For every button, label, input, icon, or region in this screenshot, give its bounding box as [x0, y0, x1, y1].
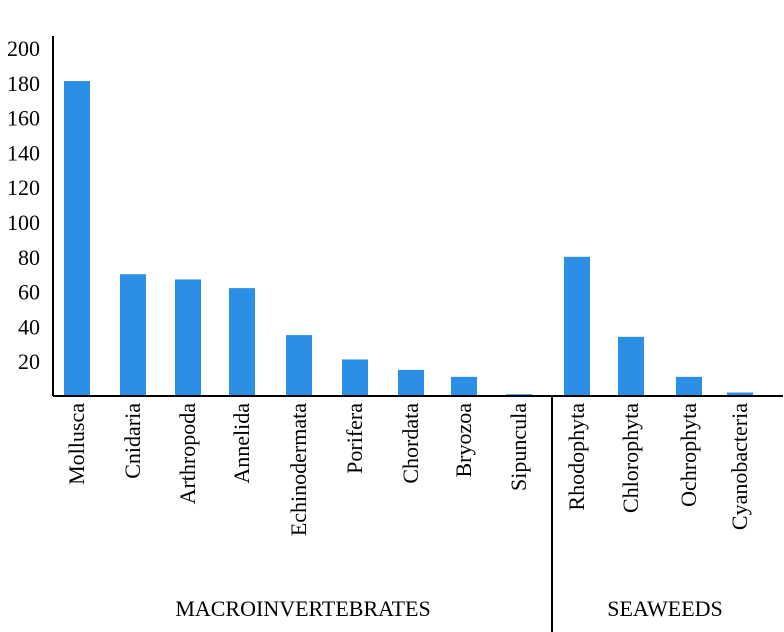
- bar-cnidaria: [120, 274, 146, 396]
- x-tick-label-mollusca: Mollusca: [64, 403, 89, 485]
- bar-cyanobacteria: [727, 392, 753, 396]
- bar-chlorophyta: [618, 336, 644, 396]
- bar-porifera: [342, 359, 368, 396]
- x-tick-label-echinodermata: Echinodermata: [286, 403, 311, 536]
- x-tick-label-cnidaria: Cnidaria: [120, 403, 145, 479]
- x-tick-label-ochrophyta: Ochrophyta: [676, 403, 701, 507]
- group-label-seaweeds: SEAWEEDS: [607, 596, 723, 621]
- x-tick-label-rhodophyta: Rhodophyta: [564, 403, 589, 511]
- x-tick-label-chordata: Chordata: [398, 403, 423, 484]
- bar-rhodophyta: [564, 256, 590, 396]
- y-tick-label: 100: [7, 210, 40, 235]
- group-label-macroinvertebrates: MACROINVERTEBRATES: [175, 596, 430, 621]
- x-tick-label-cyanobacteria: Cyanobacteria: [727, 403, 752, 530]
- y-tick-label: 80: [18, 245, 40, 270]
- y-tick-label: 120: [7, 175, 40, 200]
- x-category-labels: Mollusca Cnidaria Arthropoda Annelida Echino…: [64, 403, 752, 536]
- x-tick-label-porifera: Porifera: [342, 403, 367, 474]
- bar-ochrophyta: [676, 376, 702, 396]
- x-tick-label-arthropoda: Arthropoda: [175, 403, 200, 505]
- bar-echinodermata: [286, 335, 312, 396]
- bar-annelida: [229, 288, 255, 396]
- y-tick-labels: 20 40 60 80 100 120 140 160 180 200: [7, 36, 40, 374]
- bar-chordata: [398, 369, 424, 396]
- y-tick-label: 160: [7, 106, 40, 131]
- bar-arthropoda: [175, 279, 201, 396]
- bar-mollusca: [64, 81, 90, 396]
- y-tick-label: 140: [7, 140, 40, 165]
- y-tick-label: 20: [18, 349, 40, 374]
- y-tick-label: 200: [7, 36, 40, 61]
- y-tick-label: 60: [18, 280, 40, 305]
- bar-bryozoa: [451, 376, 477, 396]
- x-tick-label-annelida: Annelida: [229, 403, 254, 484]
- bars-layer: [64, 81, 753, 396]
- y-tick-label: 40: [18, 314, 40, 339]
- x-tick-label-chlorophyta: Chlorophyta: [618, 403, 643, 513]
- x-tick-label-sipuncula: Sipuncula: [506, 403, 531, 491]
- y-tick-label: 180: [7, 71, 40, 96]
- x-tick-label-bryozoa: Bryozoa: [451, 403, 476, 478]
